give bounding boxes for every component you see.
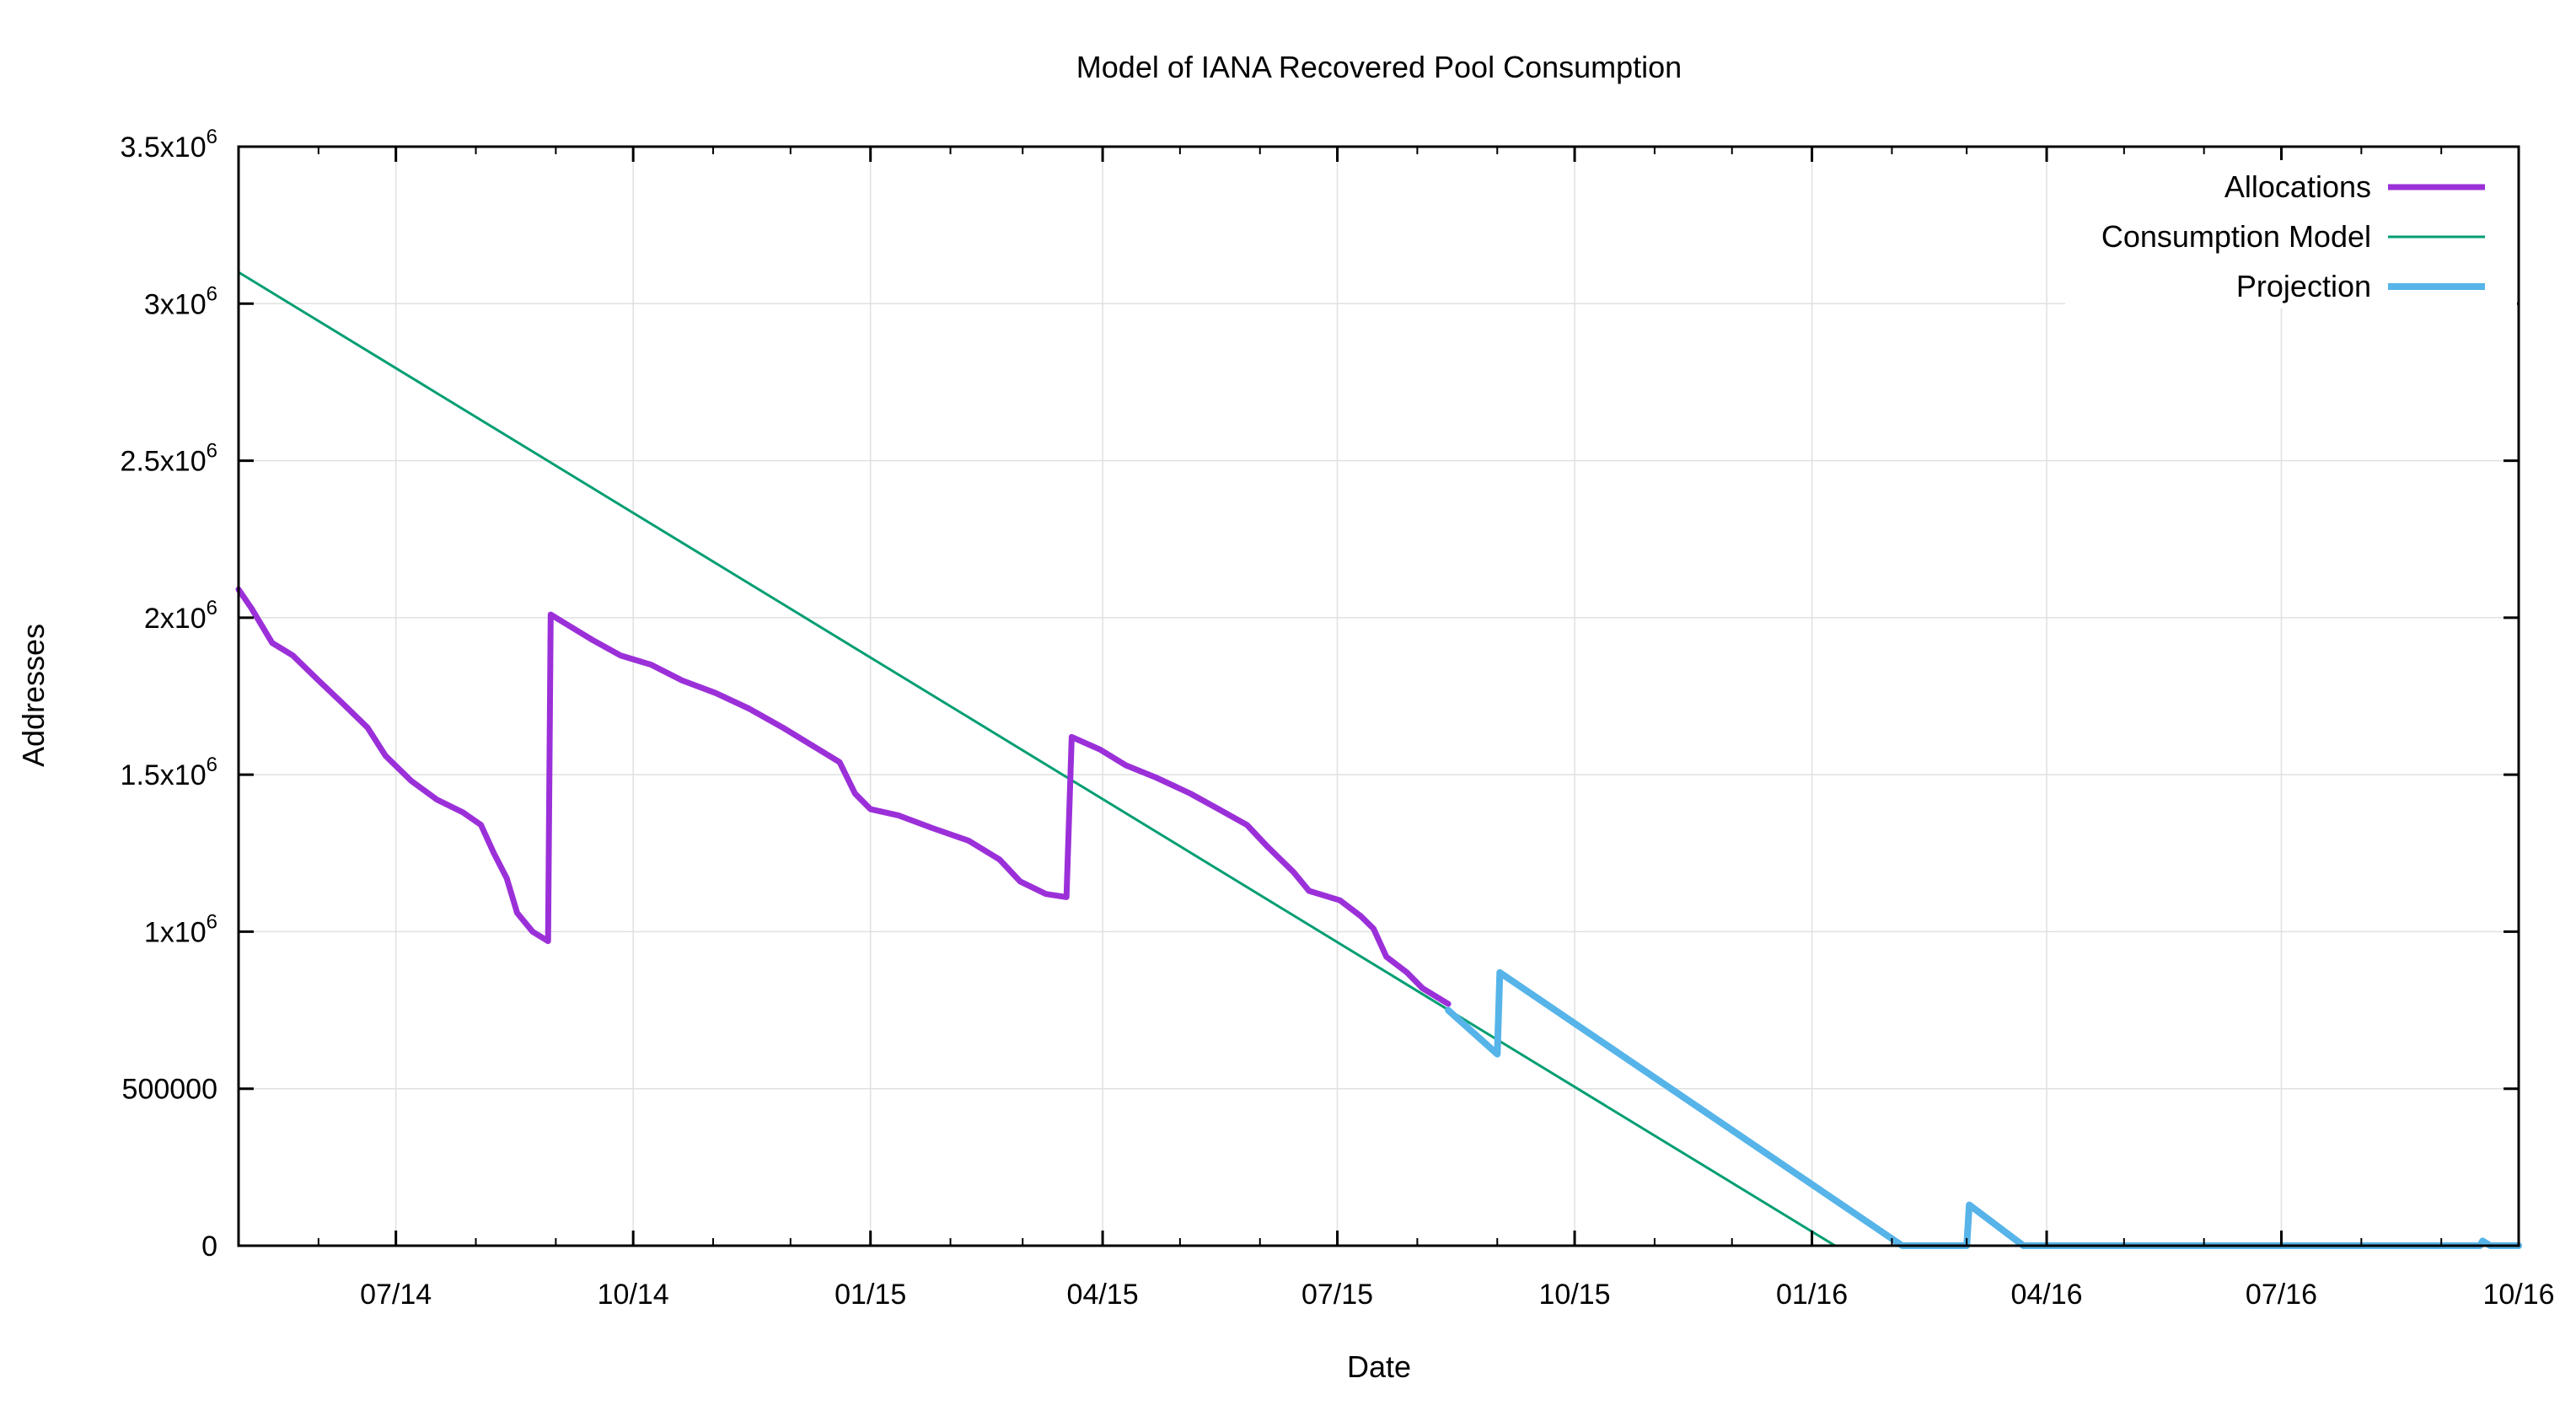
y-tick-exponent: 6 xyxy=(207,440,217,463)
y-tick-mantissa: 1x10 xyxy=(144,916,207,948)
ticks: 05000001x1061.5x1062x1062.5x1063x1063.5x… xyxy=(121,126,2555,1311)
y-tick-label: 2x106 xyxy=(144,597,217,635)
chart-title: Model of IANA Recovered Pool Consumption xyxy=(1076,50,1682,84)
y-tick-label: 500000 xyxy=(122,1074,217,1106)
y-tick-exponent: 6 xyxy=(207,753,217,776)
x-tick-label: 07/14 xyxy=(360,1279,432,1311)
y-tick-mantissa: 0 xyxy=(201,1231,217,1263)
y-tick-exponent: 6 xyxy=(207,282,217,305)
y-tick-exponent: 6 xyxy=(207,126,217,148)
plot-frame xyxy=(237,145,2520,1247)
y-tick-mantissa: 2x10 xyxy=(144,603,207,635)
y-tick-mantissa: 3.5x10 xyxy=(121,131,207,164)
y-tick-label: 2.5x106 xyxy=(121,440,217,478)
x-tick-label: 10/16 xyxy=(2482,1279,2554,1311)
x-tick-label: 10/15 xyxy=(1539,1279,1611,1311)
y-tick-exponent: 6 xyxy=(207,597,217,619)
x-tick-label: 01/15 xyxy=(835,1279,906,1311)
y-tick-label: 0 xyxy=(201,1231,217,1263)
x-tick-label: 04/16 xyxy=(2010,1279,2082,1311)
x-tick-label: 01/16 xyxy=(1776,1279,1848,1311)
y-tick-mantissa: 3x10 xyxy=(144,288,207,320)
y-axis-label: Addresses xyxy=(16,624,51,767)
x-tick-label: 07/16 xyxy=(2246,1279,2317,1311)
series-line-consumption-model xyxy=(237,271,1837,1247)
grid xyxy=(239,147,2519,1246)
series-line-allocations xyxy=(235,586,1452,1007)
x-tick-label: 04/15 xyxy=(1067,1279,1139,1311)
y-tick-mantissa: 2.5x10 xyxy=(121,446,207,478)
series-layer xyxy=(235,271,2522,1249)
y-tick-label: 3x106 xyxy=(144,282,217,320)
series-line-projection xyxy=(1445,968,2522,1249)
x-axis-label: Date xyxy=(1347,1349,1411,1384)
y-tick-mantissa: 1.5x10 xyxy=(121,759,207,791)
legend-label: Allocations xyxy=(2224,169,2371,204)
legend-label: Projection xyxy=(2236,269,2371,303)
x-tick-label: 07/15 xyxy=(1301,1279,1373,1311)
x-tick-label: 10/14 xyxy=(598,1279,669,1311)
y-tick-exponent: 6 xyxy=(207,910,217,933)
legend: Allocations Consumption Model Projection xyxy=(2065,160,2517,308)
y-tick-label: 1x106 xyxy=(144,910,217,948)
y-tick-label: 1.5x106 xyxy=(121,753,217,791)
y-tick-mantissa: 500000 xyxy=(122,1074,217,1106)
y-tick-label: 3.5x106 xyxy=(121,126,217,164)
legend-label: Consumption Model xyxy=(2101,219,2371,254)
